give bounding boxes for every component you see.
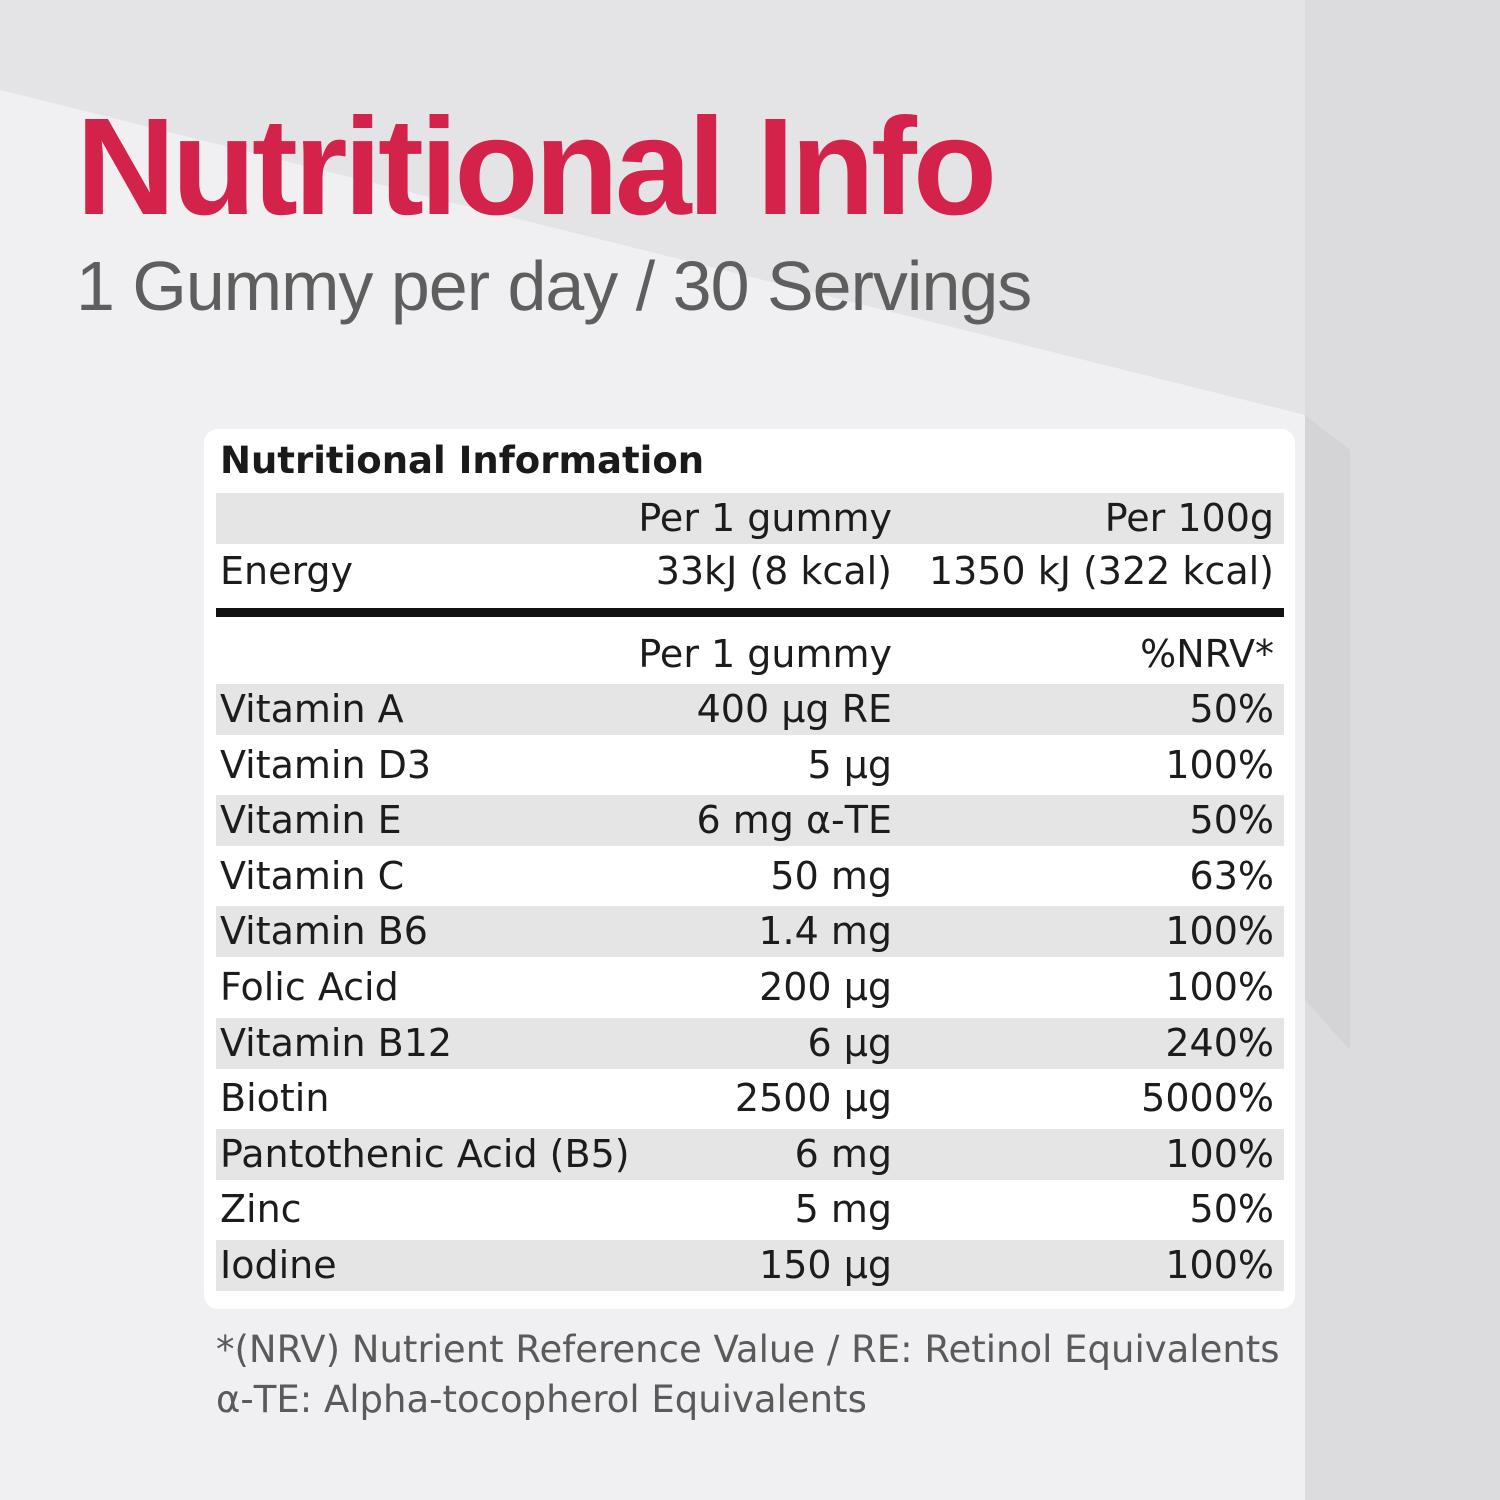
table-row: Vitamin B6 1.4 mg 100% bbox=[216, 906, 1284, 957]
table-heading: Nutritional Information bbox=[220, 439, 705, 482]
nutrient-amount: 6 mg bbox=[794, 1132, 892, 1176]
nutrient-amount: 5 µg bbox=[807, 743, 892, 787]
table-row: Pantothenic Acid (B5) 6 mg 100% bbox=[216, 1129, 1284, 1180]
nutrient-amount: 400 µg RE bbox=[696, 687, 892, 731]
nutrient-name: Zinc bbox=[220, 1187, 302, 1231]
energy-per-gummy: 33kJ (8 kcal) bbox=[655, 549, 892, 593]
nutrient-col-nrv-header: %NRV* bbox=[1140, 632, 1274, 676]
page-subtitle: 1 Gummy per day / 30 Servings bbox=[76, 247, 1032, 325]
energy-row: Energy 33kJ (8 kcal) 1350 kJ (322 kcal) bbox=[216, 546, 1284, 597]
nutrient-name: Biotin bbox=[220, 1076, 330, 1120]
nutrient-name: Vitamin E bbox=[220, 798, 402, 842]
nutrient-nrv: 100% bbox=[1165, 1243, 1274, 1287]
energy-header-row: Per 1 gummy Per 100g bbox=[216, 493, 1284, 544]
nutrient-name: Vitamin B12 bbox=[220, 1021, 453, 1065]
table-row: Iodine 150 µg 100% bbox=[216, 1240, 1284, 1291]
footnote-alpha-te: α-TE: Alpha-tocopherol Equivalents bbox=[216, 1378, 867, 1421]
nutrient-amount: 50 mg bbox=[770, 854, 892, 898]
page-title: Nutritional Info bbox=[76, 90, 997, 244]
nutrient-col-per-gummy-header: Per 1 gummy bbox=[638, 632, 892, 676]
table-row: Zinc 5 mg 50% bbox=[216, 1184, 1284, 1235]
nutrient-nrv: 240% bbox=[1165, 1021, 1274, 1065]
energy-label: Energy bbox=[220, 549, 354, 593]
nutrient-header-row: Per 1 gummy %NRV* bbox=[216, 629, 1284, 680]
nutrient-name: Iodine bbox=[220, 1243, 337, 1287]
nutrient-amount: 2500 µg bbox=[734, 1076, 892, 1120]
nutrient-nrv: 50% bbox=[1189, 798, 1274, 842]
nutrient-amount: 200 µg bbox=[759, 965, 892, 1009]
nutrient-name: Vitamin B6 bbox=[220, 909, 428, 953]
table-row: Vitamin B12 6 µg 240% bbox=[216, 1018, 1284, 1069]
nutrient-amount: 1.4 mg bbox=[758, 909, 892, 953]
nutrient-name: Vitamin A bbox=[220, 687, 404, 731]
table-row: Folic Acid 200 µg 100% bbox=[216, 962, 1284, 1013]
nutrient-nrv: 100% bbox=[1165, 965, 1274, 1009]
table-row: Vitamin C 50 mg 63% bbox=[216, 851, 1284, 902]
nutrient-amount: 150 µg bbox=[759, 1243, 892, 1287]
table-divider bbox=[216, 608, 1284, 617]
nutrient-amount: 6 µg bbox=[807, 1021, 892, 1065]
nutrient-nrv: 100% bbox=[1165, 909, 1274, 953]
nutrient-nrv: 100% bbox=[1165, 743, 1274, 787]
energy-col-per-gummy-header: Per 1 gummy bbox=[638, 496, 892, 540]
energy-col-per-100g-header: Per 100g bbox=[1104, 496, 1274, 540]
nutrient-name: Vitamin D3 bbox=[220, 743, 432, 787]
nutrient-nrv: 63% bbox=[1189, 854, 1274, 898]
table-row: Vitamin E 6 mg α-TE 50% bbox=[216, 795, 1284, 846]
nutrient-nrv: 50% bbox=[1189, 1187, 1274, 1231]
table-row: Vitamin D3 5 µg 100% bbox=[216, 740, 1284, 791]
table-row: Vitamin A 400 µg RE 50% bbox=[216, 684, 1284, 735]
nutrition-table: Nutritional Information Per 1 gummy Per … bbox=[204, 429, 1295, 1309]
nutrient-name: Vitamin C bbox=[220, 854, 405, 898]
table-row: Biotin 2500 µg 5000% bbox=[216, 1073, 1284, 1124]
nutrient-amount: 5 mg bbox=[794, 1187, 892, 1231]
nutrient-nrv: 100% bbox=[1165, 1132, 1274, 1176]
nutrient-name: Pantothenic Acid (B5) bbox=[220, 1132, 630, 1176]
nutrient-amount: 6 mg α-TE bbox=[696, 798, 892, 842]
nutrient-nrv: 50% bbox=[1189, 687, 1274, 731]
energy-per-100g: 1350 kJ (322 kcal) bbox=[928, 549, 1274, 593]
nutrient-name: Folic Acid bbox=[220, 965, 399, 1009]
nutrient-nrv: 5000% bbox=[1141, 1076, 1274, 1120]
footnote-nrv: *(NRV) Nutrient Reference Value / RE: Re… bbox=[216, 1328, 1280, 1371]
